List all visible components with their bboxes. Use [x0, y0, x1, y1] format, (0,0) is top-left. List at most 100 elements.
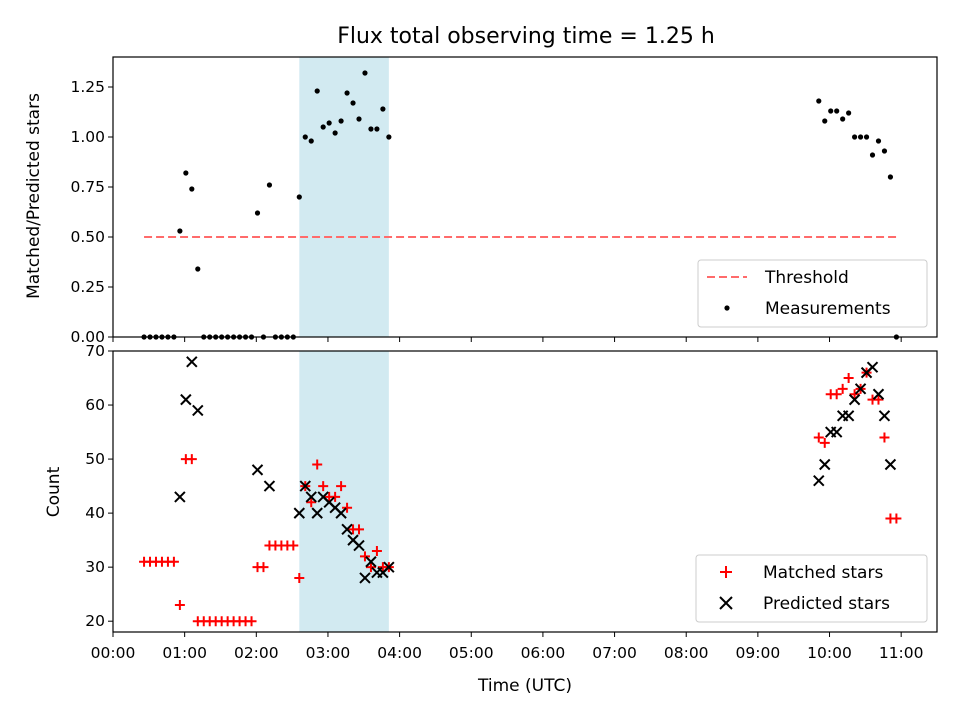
measurement-point: [314, 88, 320, 94]
bottom-series-predicted-stars: [174, 356, 897, 584]
measurement-point: [875, 138, 882, 144]
predicted-star-point: [293, 507, 306, 519]
bottom-legend-box: [695, 554, 928, 623]
x-tick-label: 06:00: [521, 644, 566, 662]
bottom-y-tick-label: 40: [85, 504, 105, 522]
measurement-point: [326, 120, 332, 126]
matched-star-point: [813, 432, 824, 443]
legend-threshold-label: Threshold: [764, 268, 849, 288]
predicted-star-point: [854, 383, 867, 395]
legend-measurements-swatch: [724, 305, 730, 311]
x-tick-label: 01:00: [162, 644, 207, 662]
predicted-star-point: [311, 507, 323, 519]
legend-predicted-swatch: [719, 596, 733, 610]
measurement-point: [857, 134, 864, 140]
measurement-point: [846, 110, 852, 116]
predicted-star-point: [335, 507, 347, 519]
measurement-point: [887, 174, 894, 180]
measurement-point: [840, 116, 846, 122]
matched-star-point: [843, 373, 854, 384]
measurement-point: [350, 100, 356, 106]
legend-matched-swatch: [720, 566, 732, 578]
measurement-point: [254, 210, 261, 216]
matched-star-point: [354, 524, 365, 535]
measurement-point: [332, 130, 338, 136]
predicted-star-point: [842, 410, 855, 422]
predicted-star-point: [263, 480, 276, 492]
measurement-point: [362, 70, 368, 76]
x-tick-label: 05:00: [449, 644, 494, 662]
x-tick-label: 10:00: [807, 644, 852, 662]
measurement-point: [863, 134, 870, 140]
predicted-star-point: [192, 404, 204, 417]
matched-star-point: [371, 545, 382, 556]
x-tick-label: 00:00: [91, 644, 136, 662]
matched-star-point: [246, 616, 257, 627]
matched-star-point: [891, 513, 902, 524]
bottom-y-tick-label: 60: [85, 396, 105, 414]
predicted-star-point: [813, 474, 825, 487]
x-tick-label: 11:00: [879, 644, 924, 662]
measurement-point: [386, 134, 392, 140]
measurement-point: [374, 126, 380, 132]
measurement-point: [822, 118, 828, 124]
top-y-tick-label: 1.00: [70, 128, 105, 146]
measurement-point: [266, 182, 273, 188]
x-tick-label: 03:00: [306, 644, 351, 662]
predicted-star-point: [383, 561, 395, 573]
matched-star-point: [186, 454, 197, 465]
top-legend-box: [697, 259, 928, 328]
top-y-tick-label: 0.25: [70, 278, 105, 296]
matched-star-point: [336, 481, 347, 492]
predicted-star-point: [872, 388, 885, 400]
predicted-star-point: [365, 556, 377, 568]
bottom-axes-frame: [112, 350, 938, 633]
top-y-axis-label: Matched/Predicted stars: [24, 93, 44, 299]
top-panel: Matched/Predicted stars 0.00 0.25 0.50 0.75…: [24, 56, 938, 346]
bottom-y-tick-label: 50: [85, 450, 105, 468]
predicted-star-point: [830, 426, 843, 438]
predicted-star-point: [174, 491, 186, 503]
measurement-point: [881, 148, 888, 154]
predicted-star-point: [866, 361, 879, 373]
predicted-star-point: [186, 356, 198, 368]
top-chart-title: Flux total observing time = 1.25 h: [337, 24, 715, 49]
top-y-tick-label: 0.50: [70, 228, 105, 246]
predicted-star-point: [341, 523, 353, 536]
matched-star-point: [819, 437, 830, 448]
matched-star-point: [168, 556, 179, 567]
top-highlight-span: [299, 57, 389, 337]
matched-star-point: [258, 562, 269, 573]
matched-star-point: [837, 383, 848, 394]
predicted-star-point: [848, 393, 861, 406]
matched-star-point: [359, 551, 370, 562]
matched-star-point: [306, 497, 317, 508]
top-y-tick-label: 0.00: [70, 328, 105, 346]
predicted-star-point: [353, 539, 365, 552]
matched-star-point: [342, 502, 353, 513]
predicted-star-point: [884, 458, 897, 471]
measurement-point: [195, 266, 201, 272]
measurement-point: [834, 108, 840, 114]
top-axes-frame: [112, 56, 938, 338]
measurement-point: [183, 170, 189, 176]
predicted-star-point: [819, 458, 831, 471]
measurement-point: [308, 138, 314, 144]
measurement-point: [852, 134, 858, 140]
bottom-y-axis-label: Count: [44, 466, 64, 517]
bottom-highlight-span: [299, 351, 389, 632]
measurement-point: [302, 134, 308, 140]
bottom-y-tick-label: 70: [85, 342, 105, 360]
x-tick-label: 04:00: [377, 644, 422, 662]
predicted-star-point: [299, 480, 311, 492]
matched-star-point: [294, 572, 305, 583]
predicted-star-point: [251, 464, 264, 476]
matched-star-point: [831, 389, 842, 400]
measurement-point: [816, 98, 822, 104]
predicted-star-point: [180, 393, 192, 406]
bottom-y-tick-label: 30: [85, 558, 105, 576]
measurement-point: [296, 194, 302, 200]
measurement-point: [380, 106, 386, 112]
measurement-point: [177, 228, 183, 234]
